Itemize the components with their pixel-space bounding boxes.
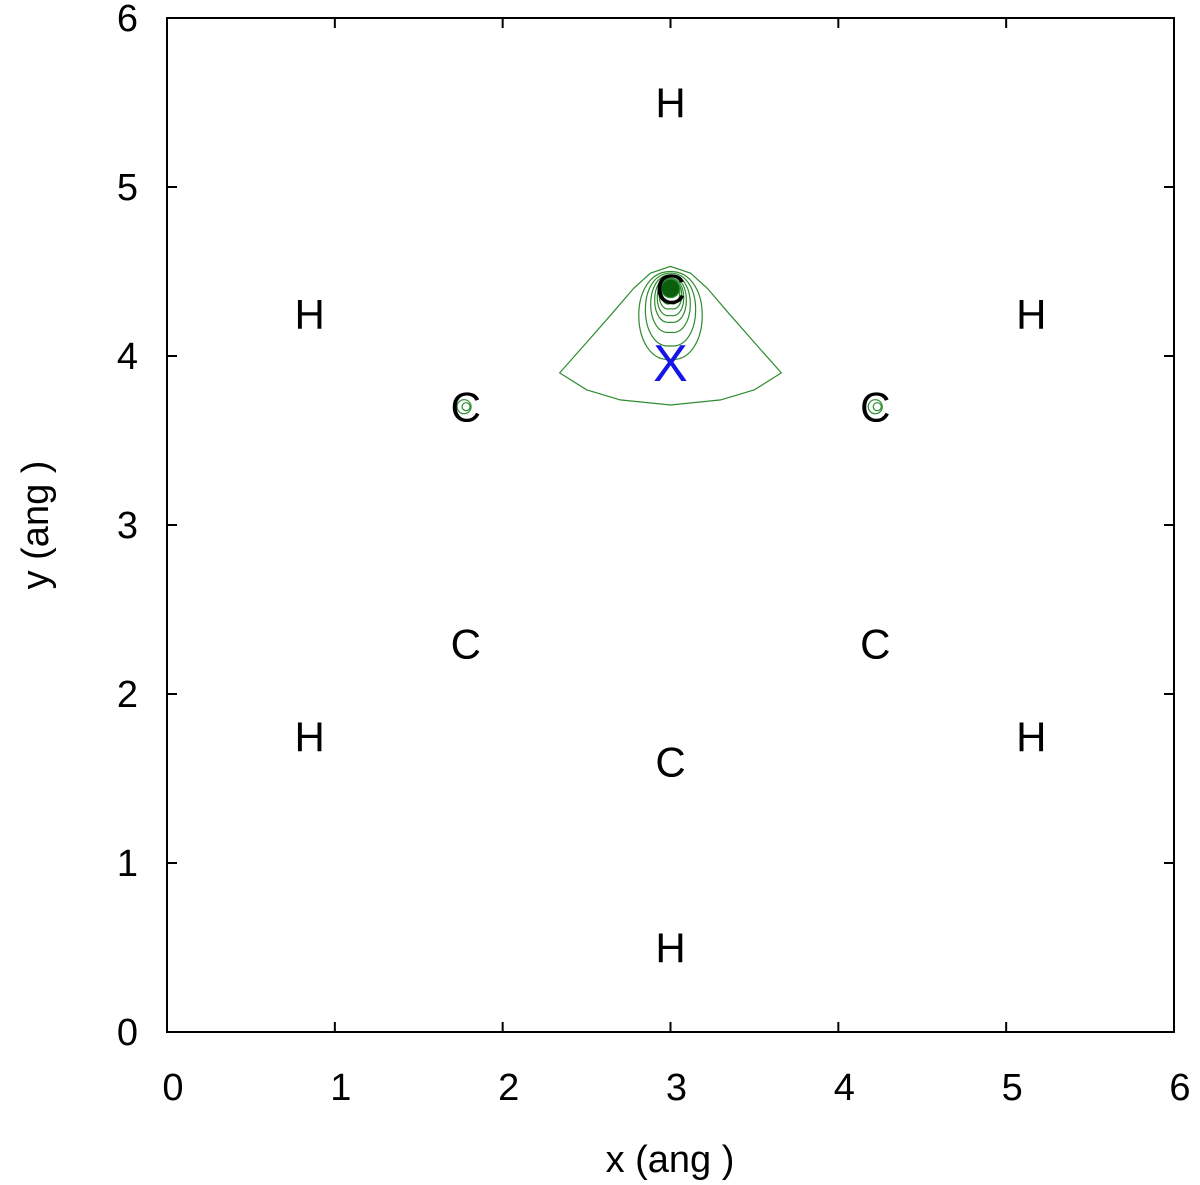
- contour-small-loop: [867, 399, 883, 415]
- contour-loop: [650, 274, 691, 333]
- contour-small-loop-inner: [872, 402, 882, 412]
- x-tick-label: 4: [834, 1067, 855, 1109]
- atom-label-h: H: [655, 925, 685, 972]
- atom-label-c: C: [655, 265, 685, 312]
- y-tick-label: 1: [117, 843, 138, 885]
- atom-label-h: H: [294, 713, 324, 760]
- atom-label-c: C: [451, 384, 481, 431]
- atom-label-c: C: [860, 384, 890, 431]
- contour-core: [660, 278, 681, 299]
- x-axis-label: x (ang ): [606, 1139, 735, 1181]
- atom-labels: H H H C C C C C C H H H: [294, 80, 1046, 972]
- x-tick-label: 5: [1002, 1067, 1023, 1109]
- x-tick-label: 6: [1169, 1067, 1190, 1109]
- atom-label-h: H: [1016, 713, 1046, 760]
- y-axis-label: y (ang ): [15, 461, 57, 590]
- contour-loop: [656, 277, 685, 317]
- contour-loop: [638, 270, 703, 360]
- contour-loop: [654, 275, 687, 323]
- x-tick-label: 1: [330, 1067, 351, 1109]
- atom-label-h: H: [655, 80, 685, 127]
- y-tick-label: 5: [117, 167, 138, 209]
- x-axis-ticks: 0 1 2 3 4 5 6: [162, 18, 1191, 1109]
- y-tick-label: 0: [117, 1012, 138, 1054]
- x-tick-label: 0: [162, 1067, 183, 1109]
- atom-label-h: H: [294, 291, 324, 338]
- x-tick-label: 2: [498, 1067, 519, 1109]
- contour-lines: [456, 265, 883, 415]
- y-axis-ticks: 0 1 2 3 4 5 6: [117, 0, 1174, 1054]
- y-tick-label: 4: [117, 336, 138, 378]
- y-tick-label: 6: [117, 0, 138, 40]
- y-tick-label: 2: [117, 674, 138, 716]
- contour-small-loop: [456, 399, 472, 415]
- atom-label-h: H: [1016, 291, 1046, 338]
- marker-x: X: [653, 335, 688, 393]
- atom-label-c: C: [860, 620, 890, 667]
- y-tick-label: 3: [117, 505, 138, 547]
- x-tick-label: 3: [666, 1067, 687, 1109]
- atom-label-c: C: [655, 739, 685, 786]
- atom-label-c: C: [451, 620, 481, 667]
- contour-outer: [558, 265, 783, 406]
- contour-small-loop-inner: [461, 402, 471, 412]
- probe-marker: X: [653, 335, 688, 393]
- contour-loop: [644, 272, 697, 347]
